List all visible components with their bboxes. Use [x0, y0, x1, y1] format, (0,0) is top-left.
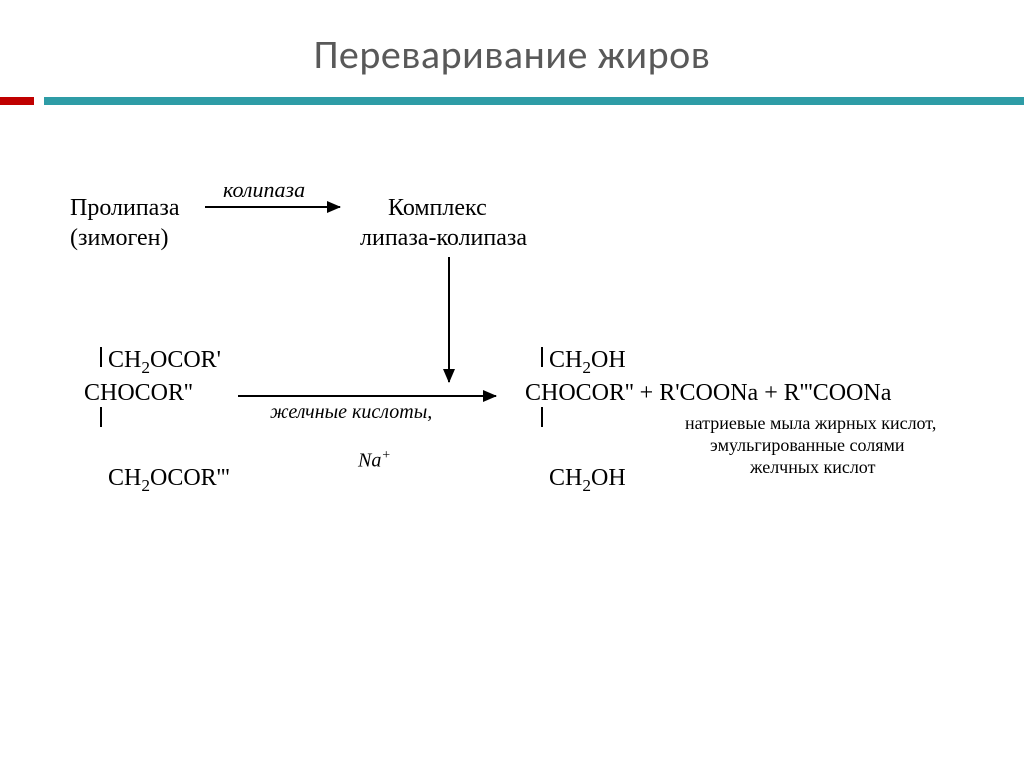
- rule-gap: [34, 97, 44, 105]
- enzyme-arrow: [448, 257, 450, 382]
- bond-right-top: [541, 347, 543, 367]
- prolipase-label: Пролипаза: [70, 195, 179, 222]
- conditions-line2: Na+: [338, 425, 391, 496]
- reactant-line3: CH2OCOR''': [84, 438, 230, 523]
- rule-teal: [44, 97, 1024, 105]
- product-line2: CHOCOR'' + R'COONa + R'''COONa: [525, 380, 891, 407]
- complex-label-2: липаза-колипаза: [360, 225, 527, 252]
- bond-left-bottom: [100, 407, 102, 427]
- page-title: Переваривание жиров: [0, 0, 1024, 97]
- product-line3: CH2OH: [525, 438, 626, 523]
- complex-label-1: Комплекс: [388, 195, 487, 222]
- colipase-label: колипаза: [223, 177, 305, 203]
- bond-right-bottom: [541, 407, 543, 427]
- bond-left-top: [100, 347, 102, 367]
- note-line2: эмульгированные солями: [710, 435, 905, 456]
- note-line1: натриевые мыла жирных кислот,: [685, 413, 936, 434]
- reaction-arrow: [238, 395, 496, 397]
- title-rule: [0, 97, 1024, 105]
- activation-arrow: [205, 206, 340, 208]
- zymogen-label: (зимоген): [70, 225, 169, 252]
- rule-red: [0, 97, 34, 105]
- note-line3: желчных кислот: [750, 457, 875, 478]
- reactant-line2: CHOCOR'': [84, 380, 193, 407]
- conditions-line1: желчные кислоты,: [270, 401, 432, 424]
